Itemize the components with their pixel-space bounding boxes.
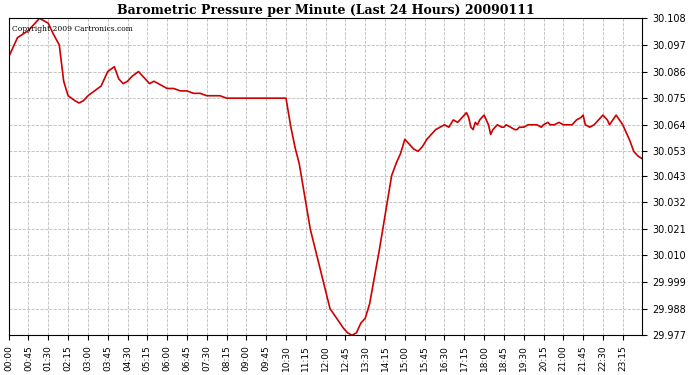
Text: Copyright 2009 Cartronics.com: Copyright 2009 Cartronics.com (12, 25, 132, 33)
Title: Barometric Pressure per Minute (Last 24 Hours) 20090111: Barometric Pressure per Minute (Last 24 … (117, 4, 534, 17)
